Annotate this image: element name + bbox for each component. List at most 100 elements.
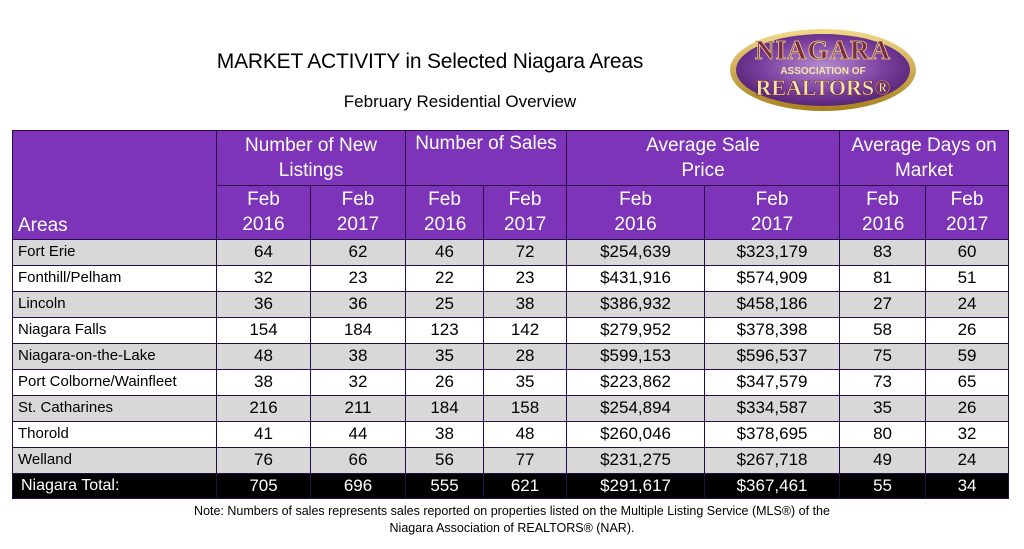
table-cell: 123	[405, 316, 485, 344]
table-cell: 24	[925, 446, 1010, 474]
table-cell: 35	[839, 394, 927, 422]
table-cell: 36	[216, 290, 311, 318]
table-cell: 44	[309, 420, 407, 448]
table-row: Fort Erie 64 62 46 72 $254,639 $323,179 83 60	[12, 238, 1010, 266]
table-cell: 38	[483, 290, 568, 318]
table-cell: $386,932	[566, 290, 706, 318]
table-row: Niagara-on-the-Lake 48 38 35 28 $599,153 $596,…	[12, 342, 1010, 370]
table-cell: $378,695	[704, 420, 841, 448]
sub-header-row: Areas Feb 2016 Feb 2017 Feb 2016 Feb 201…	[12, 185, 1010, 240]
table-row: Welland 76 66 56 77 $231,275 $267,718 49 24	[12, 446, 1010, 474]
table-cell: 48	[216, 342, 311, 370]
subheader-listings-2017: Feb 2017	[309, 185, 407, 240]
subheader-sales-2017: Feb 2017	[483, 185, 568, 240]
table-cell: $596,537	[704, 342, 841, 370]
area-name-cell: Niagara-on-the-Lake	[12, 342, 217, 370]
table-cell: 48	[483, 420, 568, 448]
table-cell: 32	[216, 264, 311, 292]
table-cell: 81	[839, 264, 927, 292]
page-subtitle: February Residential Overview	[343, 92, 577, 111]
table-cell: $323,179	[704, 238, 841, 266]
table-cell: 23	[483, 264, 568, 292]
table-cell: $279,952	[566, 316, 706, 344]
table-cell: 77	[483, 446, 568, 474]
table-cell: 38	[309, 342, 407, 370]
table-row: Niagara Falls 154 184 123 142 $279,952 $378,39…	[12, 316, 1010, 344]
table-cell: 64	[216, 238, 311, 266]
area-name-cell: Port Colborne/Wainfleet	[12, 368, 217, 396]
total-cell: $291,617	[566, 472, 706, 499]
footnote-line-1: Note: Numbers of sales represents sales …	[194, 504, 830, 518]
table-cell: 80	[839, 420, 927, 448]
table-cell: 46	[405, 238, 485, 266]
table-cell: $378,398	[704, 316, 841, 344]
logo-text-niagara: NIAGARA	[755, 35, 891, 65]
table-cell: 35	[483, 368, 568, 396]
table-cell: 22	[405, 264, 485, 292]
table-cell: 26	[925, 316, 1010, 344]
area-name-cell: Welland	[12, 446, 217, 474]
table-cell: 26	[925, 394, 1010, 422]
table-row: Thorold 41 44 38 48 $260,046 $378,695 80 32	[12, 420, 1010, 448]
header-number-of-sales: Number of Sales	[405, 130, 568, 186]
total-cell: 621	[483, 472, 568, 499]
table-cell: 36	[309, 290, 407, 318]
table-cell: 142	[483, 316, 568, 344]
table-cell: 211	[309, 394, 407, 422]
table-cell: $260,046	[566, 420, 706, 448]
table-cell: 23	[309, 264, 407, 292]
table-cell: $574,909	[704, 264, 841, 292]
area-name-cell: Fort Erie	[12, 238, 217, 266]
footnote-line-2: Niagara Association of REALTORS® (NAR).	[389, 521, 635, 535]
subheader-sales-2016: Feb 2016	[405, 185, 485, 240]
subheader-price-2017: Feb 2017	[704, 185, 841, 240]
table-cell: 32	[309, 368, 407, 396]
table-cell: 66	[309, 446, 407, 474]
table-cell: $347,579	[704, 368, 841, 396]
table-cell: 58	[839, 316, 927, 344]
table-cell: 28	[483, 342, 568, 370]
table-cell: 49	[839, 446, 927, 474]
total-cell: 696	[309, 472, 407, 499]
total-cell: 34	[925, 472, 1010, 499]
page-title: MARKET ACTIVITY in Selected Niagara Area…	[216, 50, 644, 73]
area-name-cell: St. Catharines	[12, 394, 217, 422]
table-cell: 73	[839, 368, 927, 396]
area-name-cell: Niagara Falls	[12, 316, 217, 344]
table-cell: 76	[216, 446, 311, 474]
total-cell: 705	[216, 472, 311, 499]
table-row: Lincoln 36 36 25 38 $386,932 $458,186 27 24	[12, 290, 1010, 318]
logo-text-realtors: REALTORS®	[755, 75, 890, 100]
table-cell: 59	[925, 342, 1010, 370]
table-cell: 24	[925, 290, 1010, 318]
table-row: Port Colborne/Wainfleet 38 32 26 35 $223,862 $…	[12, 368, 1010, 396]
table-row: Fonthill/Pelham 32 23 22 23 $431,916 $574,909 8…	[12, 264, 1010, 292]
header-average-sale-price: Average Sale Price	[566, 130, 841, 186]
table-cell: 38	[405, 420, 485, 448]
table-cell: 216	[216, 394, 311, 422]
subheader-price-2016: Feb 2016	[566, 185, 706, 240]
table-cell: 60	[925, 238, 1010, 266]
table-cell: $231,275	[566, 446, 706, 474]
table-cell: 158	[483, 394, 568, 422]
table-cell: $223,862	[566, 368, 706, 396]
table-cell: 72	[483, 238, 568, 266]
area-name-cell: Thorold	[12, 420, 217, 448]
table-cell: $431,916	[566, 264, 706, 292]
header-new-listings: Number of New Listings	[215, 130, 407, 186]
table-cell: 83	[839, 238, 927, 266]
table-cell: 75	[839, 342, 927, 370]
group-header-row: Number of New Listings Number of Sales A…	[12, 130, 1010, 186]
subheader-days-2016: Feb 2016	[839, 185, 927, 240]
table-cell: 27	[839, 290, 927, 318]
total-row: Niagara Total: 705 696 555 621 $291,617 …	[12, 472, 1010, 499]
table-cell: $599,153	[566, 342, 706, 370]
footnote: Note: Numbers of sales represents sales …	[0, 503, 1024, 537]
table-cell: 184	[309, 316, 407, 344]
table-cell: $267,718	[704, 446, 841, 474]
subheader-listings-2016: Feb 2016	[216, 185, 311, 240]
logo-text-association: ASSOCIATION OF	[780, 66, 865, 77]
area-name-cell: Lincoln	[12, 290, 217, 318]
table-cell: 35	[405, 342, 485, 370]
total-cell: 555	[405, 472, 485, 499]
